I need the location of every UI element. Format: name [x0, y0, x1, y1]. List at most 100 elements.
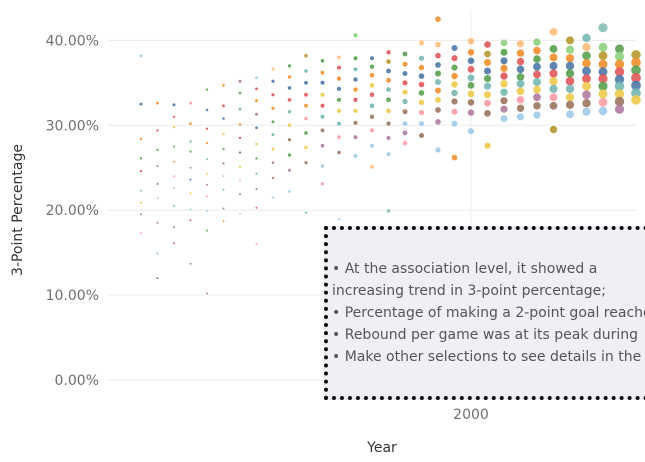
data-point[interactable]: [386, 77, 391, 83]
data-point[interactable]: [549, 69, 558, 78]
data-point[interactable]: [206, 172, 208, 175]
data-point[interactable]: [614, 96, 625, 107]
data-point[interactable]: [353, 67, 358, 72]
data-point[interactable]: [467, 74, 475, 82]
data-point[interactable]: [565, 76, 575, 86]
data-point[interactable]: [533, 38, 541, 46]
data-point[interactable]: [565, 100, 575, 109]
data-point[interactable]: [337, 218, 341, 221]
data-point[interactable]: [500, 72, 508, 80]
data-point[interactable]: [533, 111, 541, 119]
data-point[interactable]: [304, 211, 308, 214]
data-point[interactable]: [549, 125, 558, 134]
data-point[interactable]: [189, 140, 192, 143]
data-point[interactable]: [287, 110, 292, 114]
data-point[interactable]: [369, 72, 375, 78]
data-point[interactable]: [353, 56, 358, 61]
data-point[interactable]: [451, 72, 458, 80]
data-point[interactable]: [402, 98, 408, 105]
data-point[interactable]: [288, 168, 291, 172]
data-point[interactable]: [500, 48, 508, 56]
data-point[interactable]: [484, 91, 491, 99]
data-point[interactable]: [320, 128, 325, 133]
data-point[interactable]: [139, 102, 143, 106]
data-point[interactable]: [402, 51, 408, 57]
data-point[interactable]: [189, 122, 192, 125]
data-point[interactable]: [287, 75, 292, 79]
data-point[interactable]: [549, 28, 558, 36]
data-point[interactable]: [238, 123, 242, 126]
data-point[interactable]: [271, 120, 275, 124]
data-point[interactable]: [288, 190, 291, 193]
data-point[interactable]: [189, 208, 192, 211]
data-point[interactable]: [173, 160, 175, 163]
data-point[interactable]: [516, 79, 525, 88]
data-point[interactable]: [435, 52, 441, 59]
data-point[interactable]: [222, 175, 225, 178]
data-point[interactable]: [565, 93, 575, 102]
data-point[interactable]: [549, 101, 558, 110]
data-point[interactable]: [173, 187, 175, 190]
data-point[interactable]: [386, 121, 391, 126]
data-point[interactable]: [239, 179, 241, 182]
data-point[interactable]: [631, 88, 641, 98]
data-point[interactable]: [206, 229, 208, 232]
data-point[interactable]: [304, 92, 308, 97]
data-point[interactable]: [484, 142, 491, 149]
data-point[interactable]: [205, 142, 209, 145]
data-point[interactable]: [336, 97, 342, 102]
data-point[interactable]: [320, 164, 325, 168]
data-point[interactable]: [598, 98, 608, 107]
data-point[interactable]: [287, 138, 292, 142]
data-point[interactable]: [451, 89, 458, 97]
data-point[interactable]: [566, 36, 574, 45]
data-point[interactable]: [565, 84, 575, 94]
data-point[interactable]: [206, 292, 208, 295]
data-point[interactable]: [287, 153, 292, 157]
data-point[interactable]: [287, 64, 292, 68]
data-point[interactable]: [565, 69, 575, 78]
data-point[interactable]: [516, 57, 525, 66]
data-point[interactable]: [304, 161, 308, 165]
data-point[interactable]: [549, 77, 558, 86]
data-point[interactable]: [549, 61, 558, 70]
data-point[interactable]: [156, 129, 159, 132]
data-point[interactable]: [435, 79, 441, 85]
data-point[interactable]: [271, 133, 275, 137]
data-point[interactable]: [304, 103, 308, 108]
data-point[interactable]: [140, 213, 142, 216]
data-point[interactable]: [386, 108, 391, 114]
data-point[interactable]: [369, 56, 375, 61]
data-point[interactable]: [271, 79, 275, 83]
data-point[interactable]: [156, 252, 159, 255]
data-point[interactable]: [239, 193, 241, 196]
data-point[interactable]: [582, 74, 591, 83]
data-point[interactable]: [402, 71, 408, 76]
data-point[interactable]: [402, 80, 408, 86]
data-point[interactable]: [206, 183, 208, 186]
data-point[interactable]: [451, 108, 458, 115]
data-point[interactable]: [500, 57, 508, 65]
data-point[interactable]: [271, 147, 275, 151]
data-point[interactable]: [565, 61, 575, 71]
data-point[interactable]: [205, 108, 209, 112]
data-point[interactable]: [582, 99, 591, 108]
data-point[interactable]: [467, 82, 475, 89]
data-point[interactable]: [287, 123, 292, 128]
data-point[interactable]: [598, 106, 608, 116]
data-point[interactable]: [631, 95, 641, 105]
data-point[interactable]: [549, 84, 558, 93]
data-point[interactable]: [533, 55, 541, 63]
data-point[interactable]: [320, 59, 325, 63]
data-point[interactable]: [451, 55, 458, 62]
data-point[interactable]: [139, 157, 143, 160]
data-point[interactable]: [336, 76, 342, 81]
data-point[interactable]: [533, 78, 541, 86]
data-point[interactable]: [222, 188, 225, 191]
data-point[interactable]: [353, 135, 358, 140]
data-point[interactable]: [222, 132, 225, 135]
data-point[interactable]: [516, 49, 525, 57]
data-point[interactable]: [173, 205, 175, 207]
data-point[interactable]: [238, 79, 242, 83]
data-point[interactable]: [337, 55, 341, 60]
